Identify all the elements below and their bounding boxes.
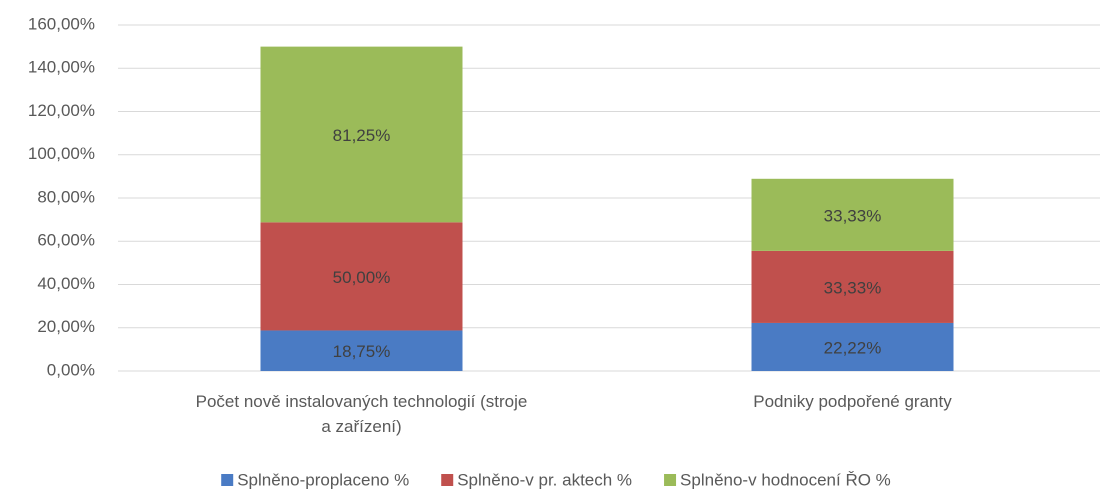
y-tick-label: 0,00%	[47, 360, 95, 379]
y-tick-label: 60,00%	[37, 231, 95, 250]
data-label: 81,25%	[333, 126, 391, 145]
bar-segment	[751, 178, 954, 251]
bar-segment	[260, 222, 463, 331]
data-label: 50,00%	[333, 268, 391, 287]
x-tick-label: Podniky podpořené granty	[753, 392, 952, 411]
bar-segment	[260, 330, 463, 371]
y-tick-label: 120,00%	[28, 101, 95, 120]
legend-swatch	[221, 474, 234, 486]
bar-segment	[751, 322, 954, 371]
x-tick-label: Počet nově instalovaných technologií (st…	[195, 392, 528, 436]
data-label: 18,75%	[333, 342, 391, 361]
y-tick-label: 40,00%	[37, 274, 95, 293]
y-tick-label: 140,00%	[28, 58, 95, 77]
y-tick-label: 20,00%	[37, 317, 95, 336]
y-tick-label: 80,00%	[37, 187, 95, 206]
data-label: 33,33%	[824, 206, 882, 225]
legend-label: Splněno-proplaceno %	[237, 470, 409, 489]
bar-segment	[260, 46, 463, 223]
y-tick-label: 160,00%	[28, 14, 95, 33]
bar-segment	[751, 250, 954, 323]
data-label: 22,22%	[824, 338, 882, 357]
data-label: 33,33%	[824, 278, 882, 297]
legend-swatch	[664, 474, 677, 486]
legend-label: Splněno-v pr. aktech %	[457, 470, 632, 489]
y-tick-label: 100,00%	[28, 144, 95, 163]
legend-label: Splněno-v hodnocení ŘO %	[680, 470, 891, 489]
legend-swatch	[441, 474, 454, 486]
